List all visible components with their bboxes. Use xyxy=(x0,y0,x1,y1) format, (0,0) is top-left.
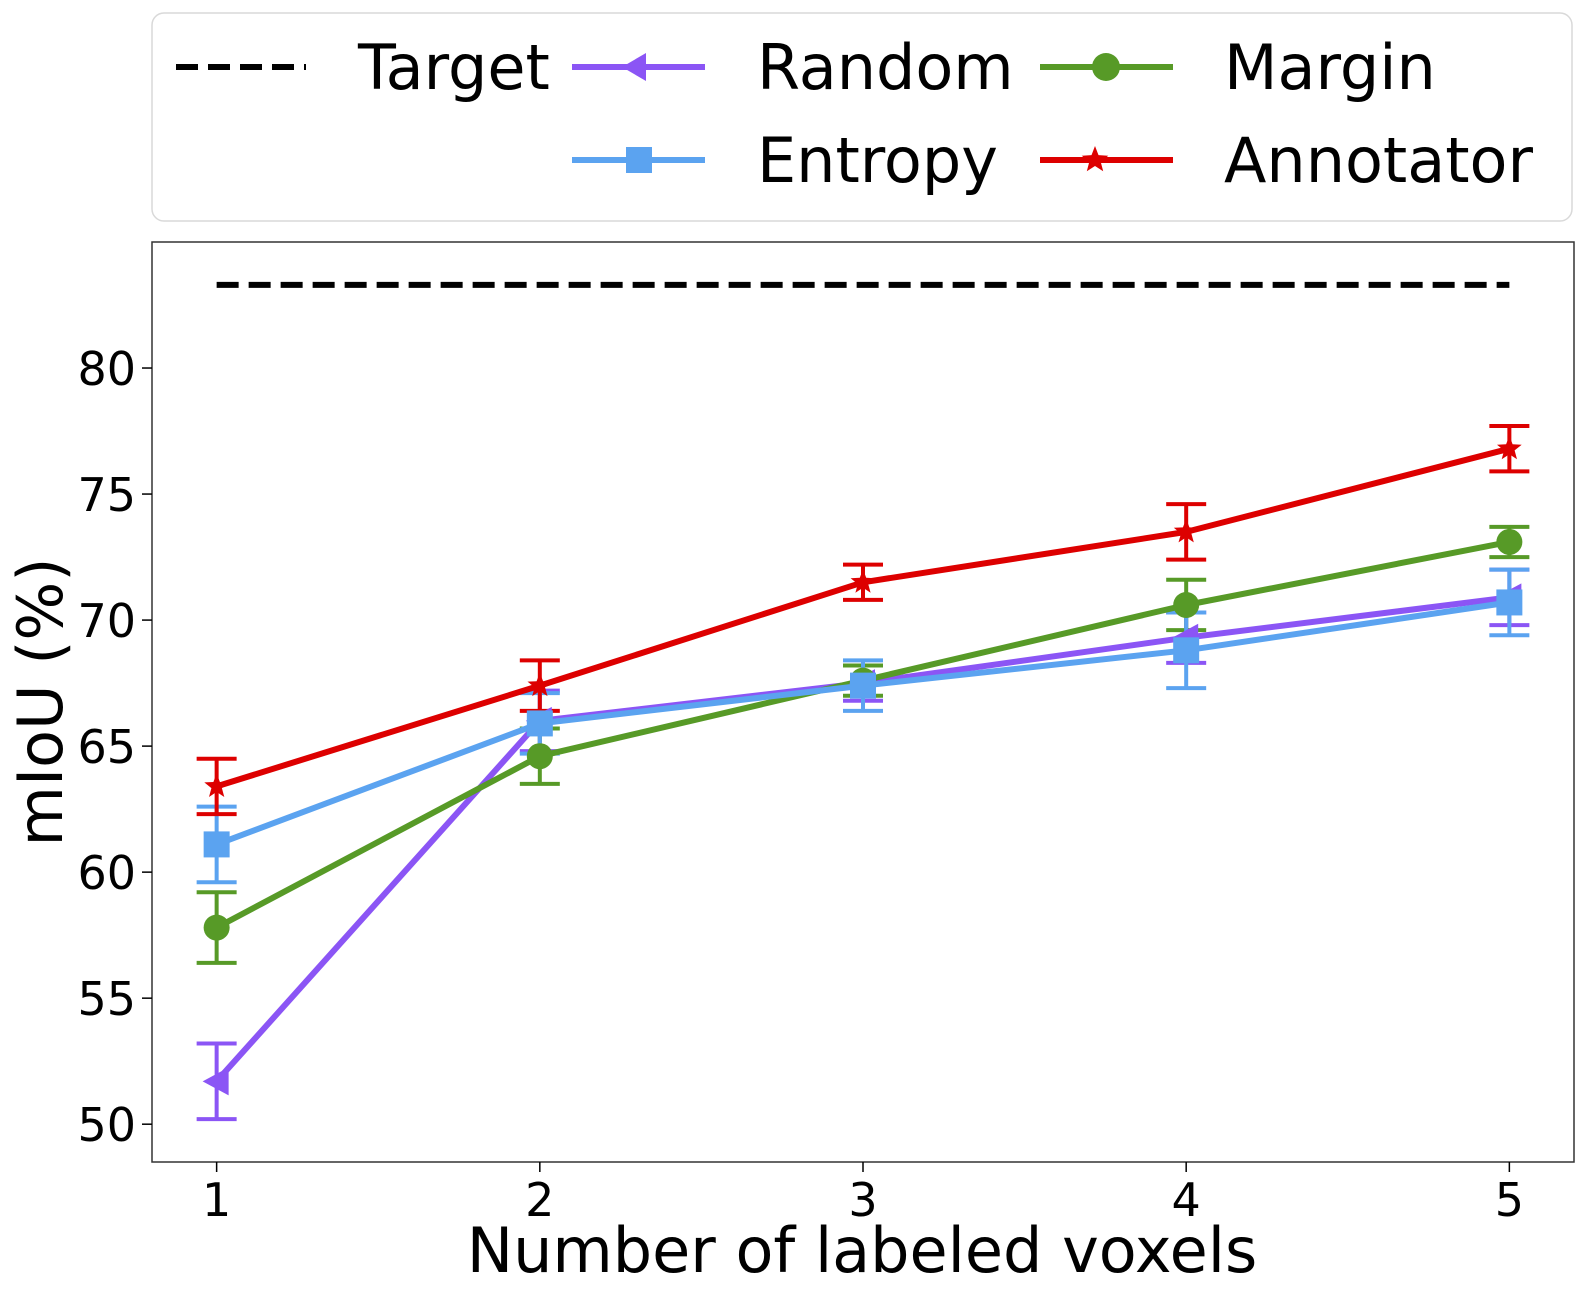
annotator-point-4 xyxy=(1173,518,1199,543)
y-axis-label: mIoU (%) xyxy=(4,558,77,847)
margin-point-2 xyxy=(526,743,553,770)
legend-margin-label: Margin xyxy=(1224,31,1436,104)
legend-box xyxy=(151,12,1573,222)
x-tick-label-2: 2 xyxy=(525,1173,554,1227)
legend-random-marker xyxy=(572,53,705,81)
entropy-point-1 xyxy=(203,831,230,858)
annotator-point-5 xyxy=(1497,435,1522,460)
margin-point-4 xyxy=(1173,591,1200,618)
annotator-point-2 xyxy=(527,672,553,697)
legend-annotator-marker xyxy=(1040,146,1173,172)
annotator-point-3 xyxy=(850,569,876,593)
y-tick-label-60: 60 xyxy=(77,846,136,900)
x-tick-label-1: 1 xyxy=(202,1173,231,1227)
entropy-point-4 xyxy=(1173,637,1200,664)
legend-margin-marker xyxy=(1040,53,1173,81)
y-tick-label-70: 70 xyxy=(77,594,136,648)
margin-point-5 xyxy=(1496,528,1523,555)
y-tick-label-65: 65 xyxy=(77,720,136,774)
legend-random-label: Random xyxy=(757,31,1014,104)
annotator-line xyxy=(215,445,1511,790)
legend-entropy-label: Entropy xyxy=(757,124,998,197)
legend-target-label: Target xyxy=(357,31,550,104)
random-point-1 xyxy=(202,1067,229,1096)
entropy-point-3 xyxy=(850,672,876,699)
legend-entropy-marker xyxy=(572,147,705,173)
y-tick-label-75: 75 xyxy=(77,468,136,522)
x-tick-label-5: 5 xyxy=(1495,1173,1524,1227)
margin-point-1 xyxy=(203,914,230,941)
entropy-point-5 xyxy=(1496,589,1523,616)
x-tick-label-4: 4 xyxy=(1172,1173,1201,1227)
y-tick-label-50: 50 xyxy=(77,1098,136,1152)
x-axis-label: Number of labeled voxels xyxy=(467,1214,1258,1287)
x-tick-label-3: 3 xyxy=(848,1173,877,1227)
annotator-point-1 xyxy=(204,773,229,797)
legend-annotator-label: Annotator xyxy=(1224,124,1533,197)
y-tick-label-55: 55 xyxy=(77,972,136,1026)
y-tick-label-80: 80 xyxy=(77,342,136,396)
entropy-point-2 xyxy=(526,710,553,737)
